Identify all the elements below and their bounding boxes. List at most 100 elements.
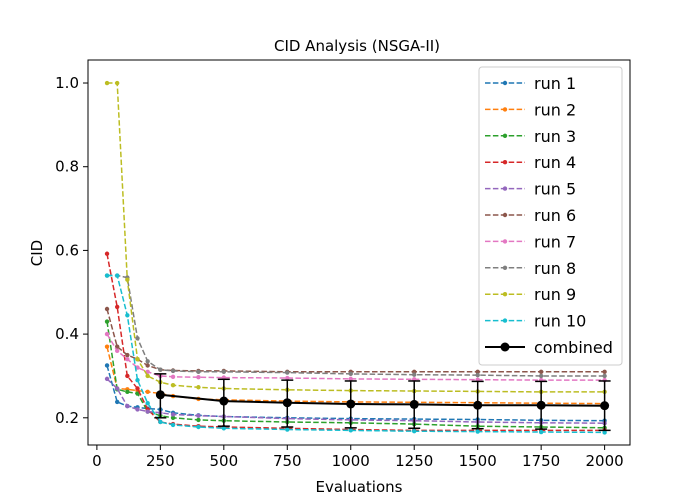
legend-item: run 4	[485, 153, 576, 172]
x-tick-label: 1500	[459, 452, 497, 470]
data-point	[170, 412, 176, 417]
combined-point	[346, 399, 356, 409]
data-point	[170, 374, 176, 379]
x-tick-label: 2000	[586, 452, 624, 470]
y-tick-label: 1.0	[55, 74, 79, 92]
data-point	[125, 277, 130, 282]
data-point	[285, 370, 290, 375]
data-point	[104, 363, 110, 368]
data-point	[104, 251, 110, 256]
legend-label: combined	[534, 338, 613, 357]
legend-marker	[502, 265, 508, 270]
x-tick-label: 1750	[522, 452, 560, 470]
legend-item: run 2	[485, 100, 576, 119]
legend-label: run 7	[534, 232, 576, 251]
data-point	[538, 429, 544, 435]
data-point	[412, 372, 417, 377]
data-point	[104, 376, 110, 382]
legend-marker	[502, 133, 508, 138]
data-point	[170, 422, 176, 428]
data-point	[145, 400, 150, 406]
legend-label: run 2	[534, 100, 576, 119]
data-point	[221, 369, 227, 374]
y-tick-label: 0.2	[55, 409, 79, 427]
legend-box	[478, 66, 623, 366]
legend-label: run 9	[534, 285, 576, 304]
data-point	[114, 386, 120, 391]
y-tick-label: 0.8	[55, 158, 79, 176]
data-point	[104, 331, 110, 337]
chart-title: CID Analysis (NSGA-II)	[274, 37, 440, 55]
data-point	[196, 369, 201, 374]
legend-label: run 10	[534, 312, 586, 331]
data-point	[170, 368, 176, 374]
legend-marker	[500, 342, 510, 352]
legend-item: run 1	[485, 74, 576, 93]
data-point	[196, 424, 201, 430]
legend-label: run 8	[534, 259, 576, 278]
data-point	[135, 386, 140, 391]
legend-marker	[502, 107, 508, 112]
data-point	[104, 319, 110, 324]
data-point	[125, 373, 130, 379]
data-point	[170, 415, 176, 420]
data-point	[135, 357, 140, 362]
x-tick-label: 1250	[395, 452, 433, 470]
data-point	[104, 344, 110, 349]
data-point	[145, 363, 150, 368]
legend-item: run 7	[485, 232, 576, 251]
data-point	[114, 273, 120, 278]
y-axis-title: CID	[28, 240, 46, 266]
x-tick-label: 500	[209, 452, 238, 470]
series-run-10	[104, 273, 607, 435]
x-axis: 0 250 500 750 1000 1250 1500 1750 2000	[92, 445, 624, 470]
data-point	[114, 304, 120, 310]
data-point	[285, 375, 290, 381]
data-point	[125, 403, 130, 409]
legend-label: run 6	[534, 206, 576, 225]
data-point	[104, 80, 110, 86]
legend-item: run 6	[485, 206, 576, 225]
legend-item: run 8	[485, 259, 576, 278]
series-line	[106, 253, 605, 432]
legend: run 1 run 2 run 3 run 4 run 5 run 6 run 7 run 8…	[478, 66, 623, 366]
series-line	[106, 333, 605, 381]
x-tick-label: 250	[146, 452, 175, 470]
data-point	[221, 426, 227, 431]
data-point	[145, 409, 150, 414]
combined-point	[155, 390, 165, 400]
data-point	[125, 352, 130, 358]
data-point	[196, 417, 201, 423]
legend-item: run 5	[485, 180, 576, 199]
y-tick-label: 0.4	[55, 325, 79, 343]
legend-item: run 10	[485, 312, 586, 331]
combined-point	[600, 401, 610, 411]
combined-point	[536, 400, 546, 410]
combined-point	[473, 400, 483, 410]
data-point	[348, 376, 353, 382]
data-point	[348, 428, 353, 433]
legend-marker	[502, 186, 508, 191]
data-point	[125, 313, 130, 318]
data-point	[158, 419, 163, 425]
x-axis-title: Evaluations	[316, 478, 403, 496]
data-point	[135, 336, 140, 341]
data-point	[145, 373, 150, 379]
data-point	[602, 373, 607, 379]
data-point	[196, 413, 201, 418]
legend-marker	[502, 239, 508, 244]
legend-label: run 5	[534, 180, 576, 199]
data-point	[145, 389, 150, 395]
data-point	[104, 306, 110, 312]
series-line	[107, 274, 605, 434]
data-point	[602, 369, 607, 374]
data-point	[104, 273, 110, 278]
x-tick-label: 750	[273, 452, 302, 470]
data-point	[114, 348, 120, 354]
data-point	[114, 399, 120, 405]
data-point	[196, 385, 201, 390]
data-point	[475, 372, 480, 378]
legend-marker	[502, 160, 508, 165]
data-point	[538, 369, 544, 374]
